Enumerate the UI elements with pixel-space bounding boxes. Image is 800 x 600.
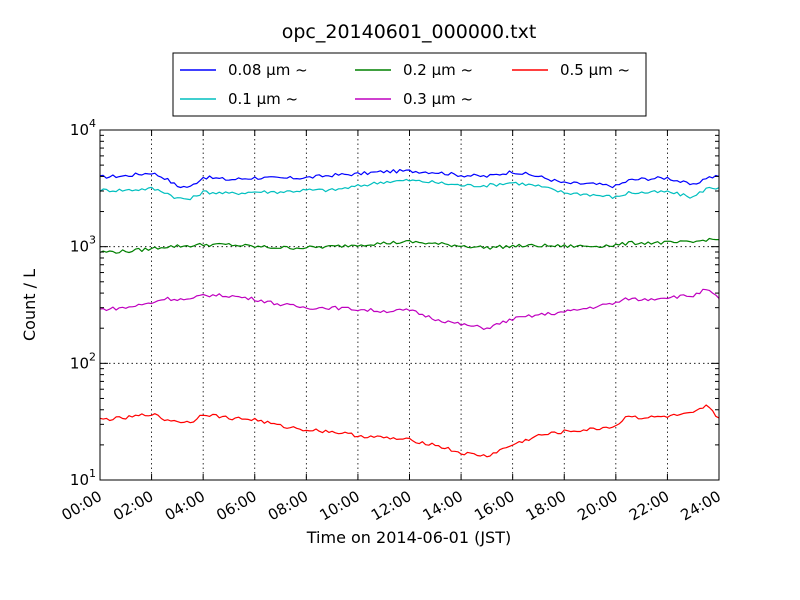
x-tick-label: 10:00	[316, 487, 362, 524]
x-tick-label: 22:00	[626, 487, 672, 524]
chart-title: opc_20140601_000000.txt	[282, 21, 537, 43]
legend-box	[172, 52, 647, 117]
x-tick-label: 20:00	[574, 487, 620, 524]
x-tick-label: 04:00	[162, 487, 208, 524]
x-tick-label: 08:00	[265, 487, 311, 524]
x-tick-label: 00:00	[59, 487, 105, 524]
x-tick-label: 02:00	[110, 487, 156, 524]
legend-label: 0.1 μm ~	[228, 90, 298, 108]
axis-ticks	[99, 129, 720, 481]
x-tick-labels: 00:00 02:00 04:00 06:00 08:00 10:00 12:00 14:00…	[59, 487, 724, 524]
x-tick-label: 18:00	[523, 487, 569, 524]
legend: 0.08 μm ~ 0.1 μm ~ 0.2 μm ~ 0.3 μm ~ 0.5 μm …	[172, 52, 647, 117]
legend-label: 0.08 μm ~	[228, 61, 308, 79]
series-line	[99, 178, 720, 201]
series-line	[99, 237, 719, 254]
series-lines	[99, 169, 720, 458]
y-tick-label: 101	[70, 467, 96, 489]
series-line	[99, 288, 720, 330]
x-tick-label: 12:00	[368, 487, 414, 524]
y-tick-label: 102	[70, 350, 96, 372]
x-tick-label: 06:00	[213, 487, 259, 524]
series-line	[99, 404, 720, 458]
y-axis-label: Count / L	[20, 269, 39, 341]
legend-label: 0.2 μm ~	[403, 61, 473, 79]
x-tick-label: 16:00	[471, 487, 517, 524]
y-tick-labels: 101 102 103 104	[70, 117, 96, 489]
series-line	[99, 169, 720, 189]
legend-label: 0.3 μm ~	[403, 90, 473, 108]
x-tick-label: 24:00	[678, 487, 724, 524]
y-tick-label: 103	[70, 234, 96, 256]
x-axis-label: Time on 2014-06-01 (JST)	[306, 528, 511, 547]
y-tick-label: 104	[70, 117, 96, 139]
legend-label: 0.5 μm ~	[560, 61, 630, 79]
x-tick-label: 14:00	[420, 487, 466, 524]
